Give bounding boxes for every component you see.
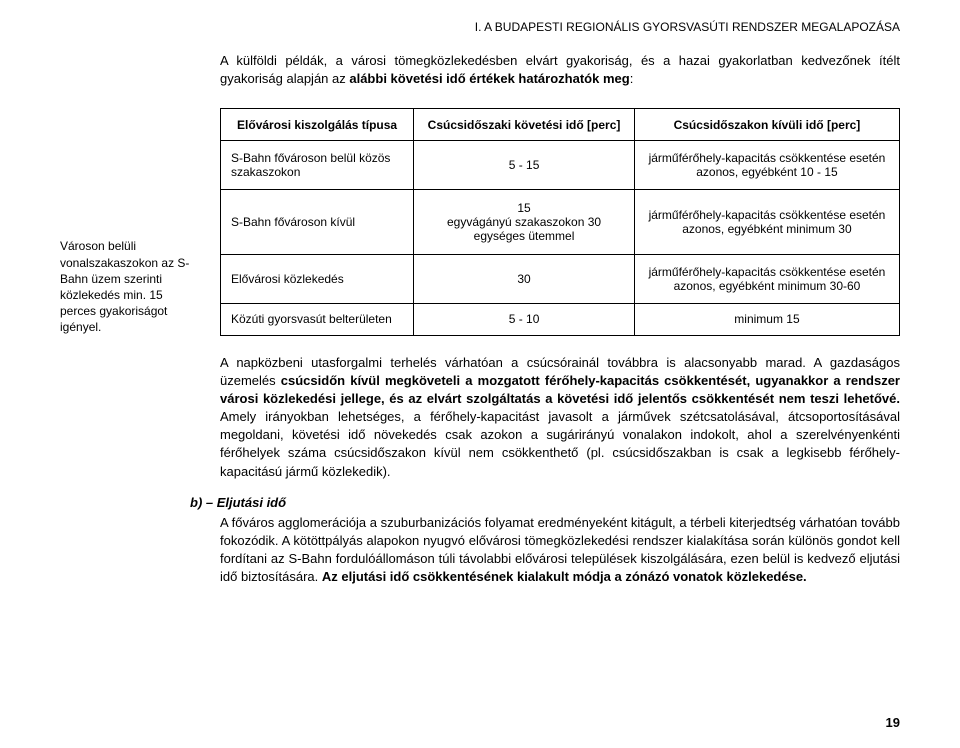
body-paragraph-1: A napközbeni utasforgalmi terhelés várha… xyxy=(60,354,900,481)
cell-type: S-Bahn fővároson belül közös szakaszokon xyxy=(221,141,414,190)
col-header-peak: Csúcsidőszaki követési idő [perc] xyxy=(414,109,635,141)
cell-offpeak: járműférőhely-kapacitás csökkentése eset… xyxy=(634,254,899,303)
col-header-offpeak: Csúcsidőszakon kívüli idő [perc] xyxy=(634,109,899,141)
col-header-type: Elővárosi kiszolgálás típusa xyxy=(221,109,414,141)
cell-peak: 5 - 10 xyxy=(414,303,635,335)
table-region: Városon belüli vonalszakaszokon az S-Bah… xyxy=(60,108,900,335)
cell-type: Közúti gyorsvasút belterületen xyxy=(221,303,414,335)
subheading-b: b) – Eljutási idő xyxy=(60,495,900,510)
table-row: S-Bahn fővároson belül közös szakaszokon… xyxy=(221,141,900,190)
cell-peak: 5 - 15 xyxy=(414,141,635,190)
cell-type: Elővárosi közlekedés xyxy=(221,254,414,303)
table-row: S-Bahn fővároson kívül 15egyvágányú szak… xyxy=(221,189,900,254)
table-header-row: Elővárosi kiszolgálás típusa Csúcsidősza… xyxy=(221,109,900,141)
cell-peak: 30 xyxy=(414,254,635,303)
cell-type: S-Bahn fővároson kívül xyxy=(221,189,414,254)
page-header: I. A BUDAPESTI REGIONÁLIS GYORSVASÚTI RE… xyxy=(0,0,960,34)
cell-peak: 15egyvágányú szakaszokon 30 egységes üte… xyxy=(414,189,635,254)
cell-offpeak: minimum 15 xyxy=(634,303,899,335)
main-content: A külföldi példák, a városi tömegközleke… xyxy=(0,34,960,587)
cell-offpeak: járműférőhely-kapacitás csökkentése eset… xyxy=(634,141,899,190)
intro-paragraph: A külföldi példák, a városi tömegközleke… xyxy=(60,52,900,88)
cell-offpeak: járműférőhely-kapacitás csökkentése eset… xyxy=(634,189,899,254)
table-row: Közúti gyorsvasút belterületen 5 - 10 mi… xyxy=(221,303,900,335)
service-frequency-table: Elővárosi kiszolgálás típusa Csúcsidősza… xyxy=(220,108,900,335)
table-row: Elővárosi közlekedés 30 járműférőhely-ka… xyxy=(221,254,900,303)
body-paragraph-2: A főváros agglomerációja a szuburbanizác… xyxy=(60,514,900,587)
page-number: 19 xyxy=(886,715,900,730)
margin-note: Városon belüli vonalszakaszokon az S-Bah… xyxy=(60,108,220,335)
